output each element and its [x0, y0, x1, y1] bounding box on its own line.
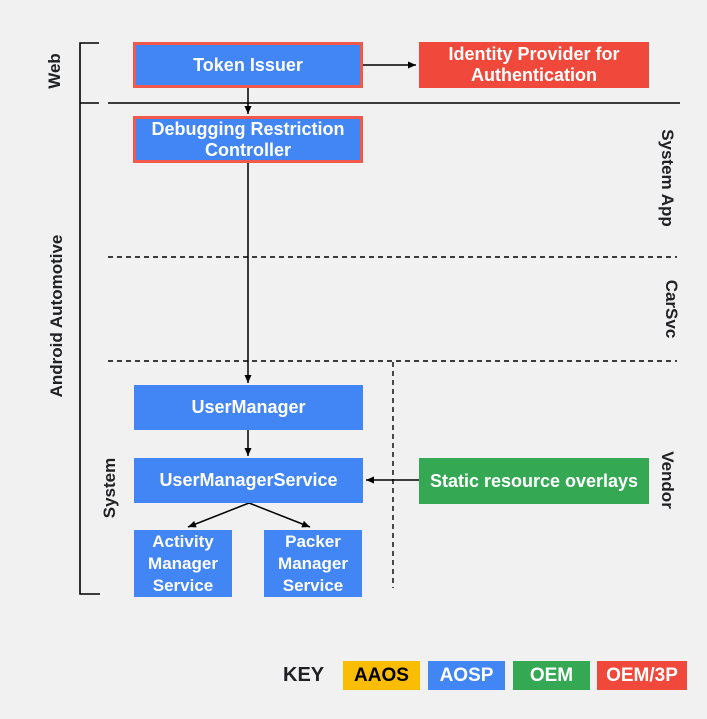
usermanager-node: UserManager — [134, 385, 363, 430]
lane-label-vendor: Vendor — [658, 451, 677, 509]
lane-label-carsvc: CarSvc — [662, 279, 681, 339]
lane-label-system-app: System App — [658, 129, 677, 227]
usermanagerservice-node: UserManagerService — [134, 458, 363, 503]
legend: KEY AAOS AOSP OEM OEM/3P — [0, 661, 707, 690]
packer-manager-service-label: Packer Manager Service — [278, 531, 348, 595]
legend-chip-oem: OEM — [513, 661, 590, 690]
legend-chip-aosp: AOSP — [428, 661, 505, 690]
legend-title: KEY — [283, 664, 325, 686]
token-issuer-node: Token Issuer — [133, 42, 363, 88]
static-resource-overlays-node: Static resource overlays — [419, 458, 649, 504]
static-resource-overlays-label: Static resource overlays — [429, 470, 639, 491]
activity-manager-service-node: Activity Manager Service — [134, 530, 232, 597]
packer-manager-service-node: Packer Manager Service — [264, 530, 362, 597]
identity-provider-label: Identity Provider for Authentication — [448, 44, 620, 85]
usermanagerservice-label: UserManagerService — [159, 470, 338, 490]
legend-chip-oem3p: OEM/3P — [597, 661, 687, 690]
left-bracket — [79, 42, 100, 595]
usermanager-label: UserManager — [191, 397, 306, 417]
activity-manager-service-label: Activity Manager Service — [148, 531, 218, 595]
debugging-restriction-controller-node: Debugging Restriction Controller — [133, 116, 363, 163]
lane-label-system: System — [100, 457, 119, 519]
token-issuer-label: Token Issuer — [193, 54, 303, 75]
lane-label-web: Web — [45, 53, 64, 89]
arrow-service-to-packermanager — [248, 502, 311, 528]
arrow-service-to-activitymanager — [187, 502, 250, 528]
debugging-restriction-controller-label: Debugging Restriction Controller — [151, 118, 345, 160]
legend-chip-aaos: AAOS — [343, 661, 420, 690]
lane-label-android-automotive: Android Automotive — [47, 234, 66, 398]
identity-provider-node: Identity Provider for Authentication — [419, 42, 649, 88]
